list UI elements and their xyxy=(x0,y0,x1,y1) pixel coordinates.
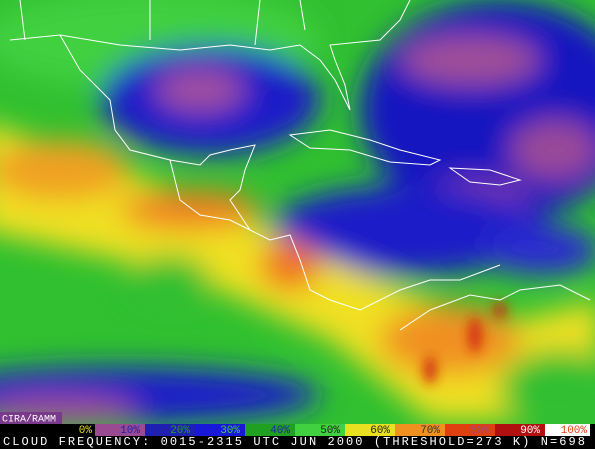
legend-swatch xyxy=(445,424,495,436)
legend-label: 10% xyxy=(120,425,140,437)
legend-label: 80% xyxy=(470,425,490,437)
legend-label: 0% xyxy=(79,425,93,437)
legend-swatch xyxy=(195,424,245,436)
legend-label: 90% xyxy=(520,425,540,437)
caption: CLOUD FREQUENCY: 0015-2315 UTC JUN 2000 … xyxy=(3,435,585,449)
legend-swatch xyxy=(545,424,590,436)
legend-swatch xyxy=(345,424,395,436)
legend-label: 20% xyxy=(170,425,190,437)
legend-swatch xyxy=(45,424,95,436)
legend-swatch xyxy=(395,424,445,436)
legend-bar xyxy=(45,424,590,436)
legend-swatch xyxy=(295,424,345,436)
legend-label: 70% xyxy=(420,425,440,437)
legend-label: 40% xyxy=(270,425,290,437)
legend-label: 100% xyxy=(561,425,588,437)
credit: CIRA/RAMM xyxy=(2,414,56,426)
cloud-frequency-field xyxy=(0,0,595,424)
legend-swatch xyxy=(145,424,195,436)
legend-label: 50% xyxy=(320,425,340,437)
legend-label: 60% xyxy=(370,425,390,437)
legend-labels: 0% 10% 20% 30% 40% 50% 60% 70% 80% 90% 1… xyxy=(79,425,588,437)
credit-background xyxy=(0,412,62,424)
coastlines xyxy=(9,0,591,331)
legend-swatch xyxy=(95,424,145,436)
legend-swatch xyxy=(495,424,545,436)
legend-label: 30% xyxy=(220,425,240,437)
legend-swatch xyxy=(245,424,295,436)
